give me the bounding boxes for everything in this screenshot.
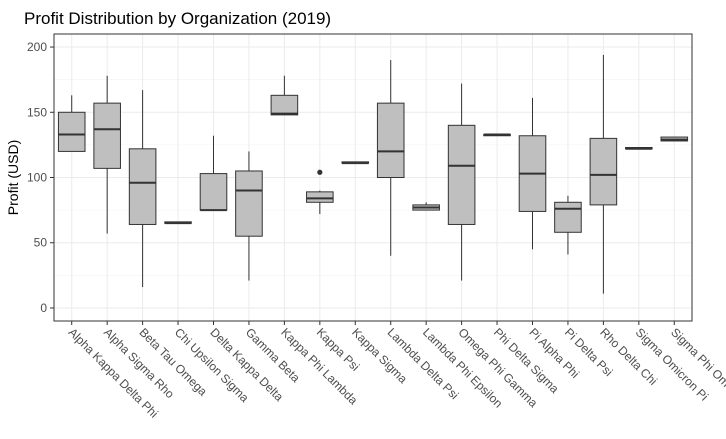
box-group [483,133,511,137]
y-axis: 0 50 100 150 200 [27,40,54,315]
y-tick-label: 50 [34,236,48,250]
box-group [164,221,192,225]
box-group [554,195,582,255]
box-group [235,151,263,281]
box-group [128,90,157,288]
chart-title: Profit Distribution by Organization (201… [24,9,331,28]
box-group [518,97,547,250]
box [199,173,228,211]
box-group [93,75,121,234]
box-group [57,95,86,152]
y-tick-label: 150 [27,105,47,119]
box [128,148,157,225]
outlier-point [317,169,323,175]
box-group [660,136,689,142]
y-tick-label: 100 [27,171,47,185]
box-group [589,54,618,294]
box-group [306,169,334,215]
box [447,124,476,225]
box-group [376,60,405,256]
box [376,102,405,178]
box [589,137,618,206]
box [554,201,582,233]
box-group [199,135,228,212]
box [235,170,263,237]
box [270,94,299,116]
box-group [341,161,370,165]
box [306,191,334,203]
box-group [447,83,476,281]
box-group [625,146,653,150]
box [93,102,121,169]
box-group [412,202,440,211]
box [57,111,86,152]
box-group [270,75,299,116]
y-axis-title: Profit (USD) [5,140,21,215]
y-tick-label: 0 [40,301,47,315]
boxes [57,54,689,294]
y-tick-label: 200 [27,40,47,54]
plot-border [53,33,693,322]
